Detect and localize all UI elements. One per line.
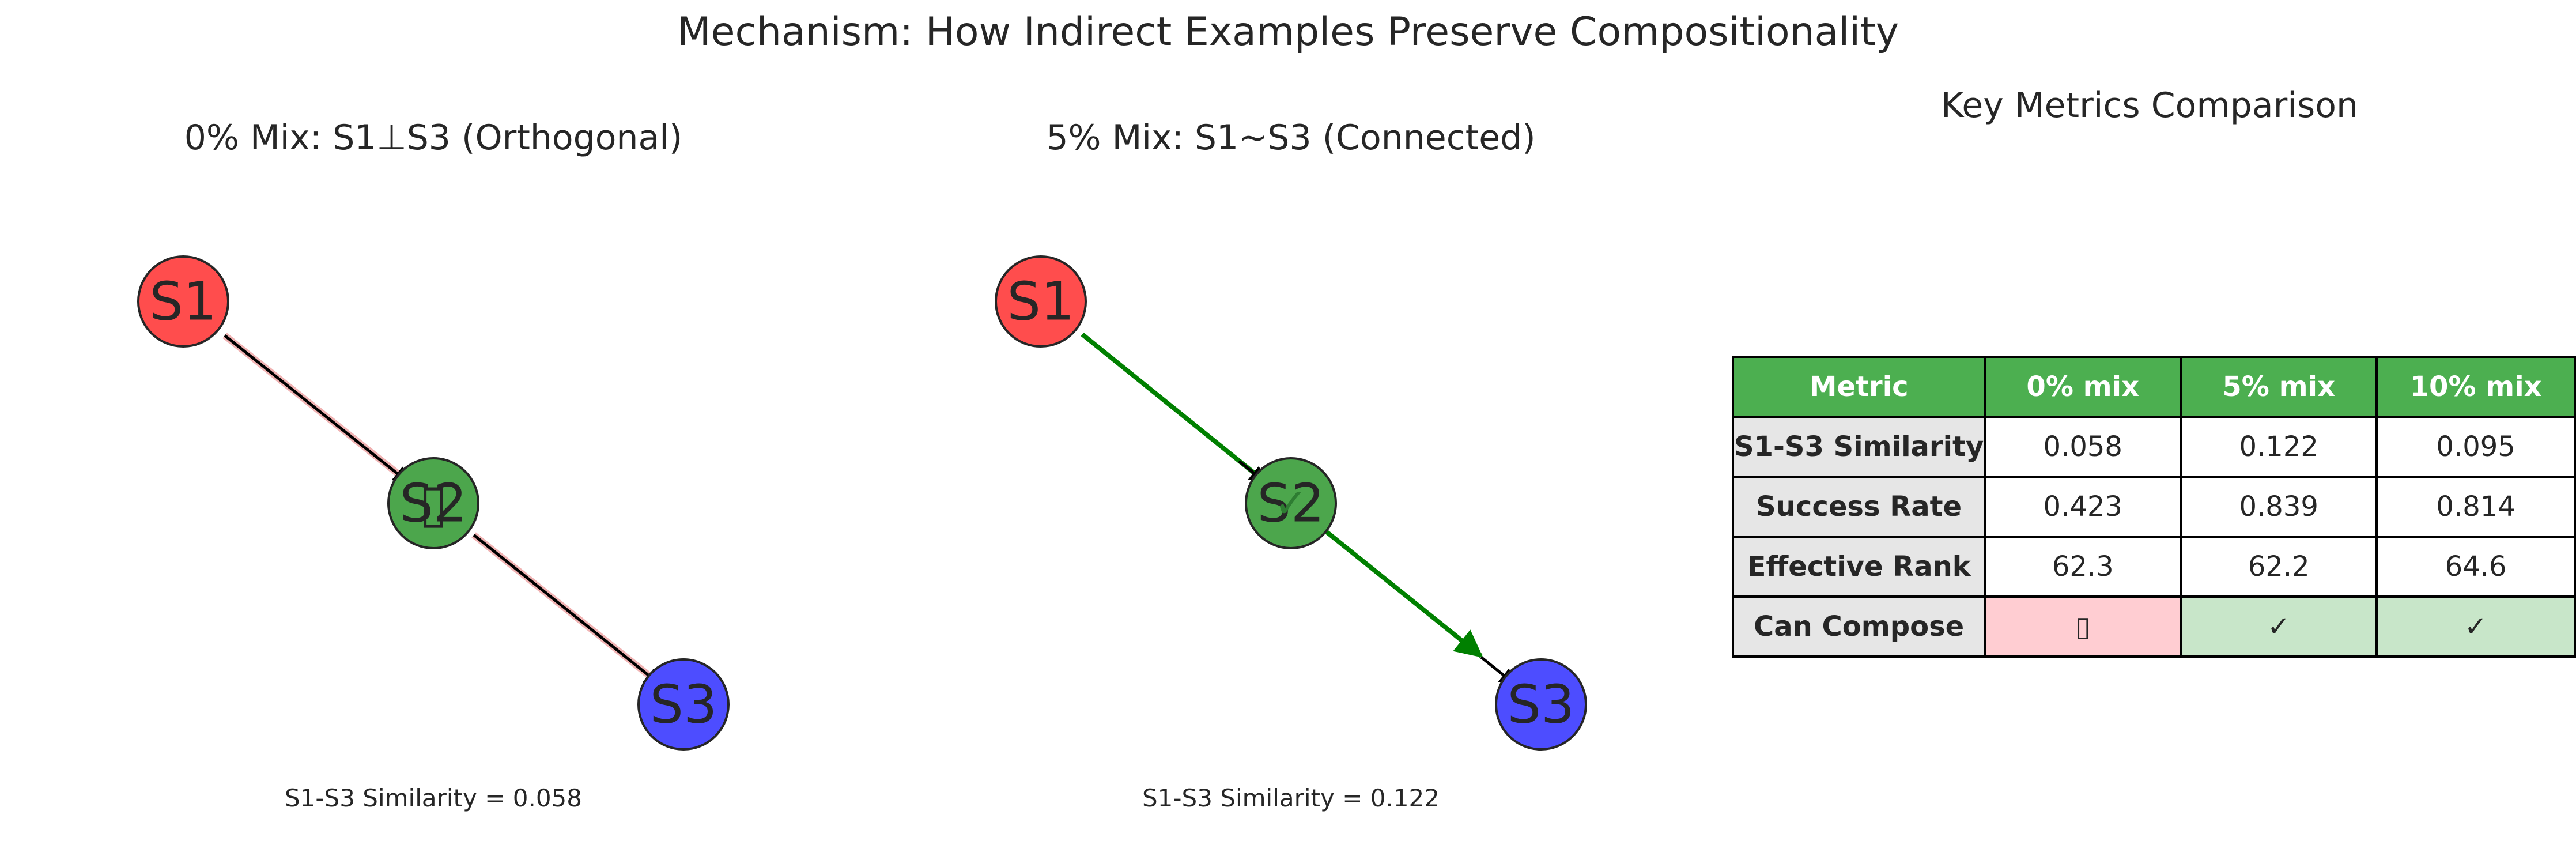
table-row: Effective Rank 62.3 62.2 64.6 bbox=[1731, 536, 2576, 598]
table-row: Success Rate 0.423 0.839 0.814 bbox=[1731, 476, 2576, 538]
cell-compose-5: ✓ bbox=[2180, 595, 2378, 658]
missing-glyph-icon: ▯ bbox=[419, 473, 448, 534]
header-5-mix: 5% mix bbox=[2180, 356, 2378, 418]
table-title: Key Metrics Comparison bbox=[1941, 85, 2358, 126]
cell-success-5: 0.839 bbox=[2180, 476, 2378, 538]
edge-s1-s2 bbox=[224, 334, 411, 484]
row-label-can-compose: Can Compose bbox=[1731, 595, 1986, 658]
similarity-caption-5-mix: S1-S3 Similarity = 0.122 bbox=[1142, 784, 1440, 812]
node-s3 bbox=[637, 658, 730, 751]
cell-compose-10: ✓ bbox=[2375, 595, 2576, 658]
table-row: Can Compose ▯ ✓ ✓ bbox=[1731, 595, 2576, 658]
similarity-caption-0-mix: S1-S3 Similarity = 0.058 bbox=[285, 784, 582, 812]
edge-s1-s2 bbox=[1081, 332, 1268, 485]
header-0-mix: 0% mix bbox=[1984, 356, 2182, 418]
cell-success-10: 0.814 bbox=[2375, 476, 2576, 538]
table-header-row: Metric 0% mix 5% mix 10% mix bbox=[1731, 356, 2576, 418]
row-label-effective-rank: Effective Rank bbox=[1731, 536, 1986, 598]
panel-connected-graph: S1 S2 ✓ S3 bbox=[995, 255, 1587, 751]
cell-similarity-5: 0.122 bbox=[2180, 416, 2378, 478]
node-s2 bbox=[387, 457, 479, 549]
row-label-similarity: S1-S3 Similarity bbox=[1731, 416, 1986, 478]
cell-success-0: 0.423 bbox=[1984, 476, 2182, 538]
cell-similarity-0: 0.058 bbox=[1984, 416, 2182, 478]
header-10-mix: 10% mix bbox=[2375, 356, 2576, 418]
node-s1-label: S1 bbox=[1007, 271, 1075, 333]
cell-rank-5: 62.2 bbox=[2180, 536, 2378, 598]
node-s2-label: S2 bbox=[1257, 473, 1325, 534]
node-s2-label: S2 bbox=[400, 473, 467, 534]
panel-title-0-mix: 0% Mix: S1⊥S3 (Orthogonal) bbox=[184, 118, 683, 158]
node-s3-label: S3 bbox=[1508, 674, 1575, 736]
edge-s2-s3 bbox=[473, 534, 662, 686]
metrics-table: Metric 0% mix 5% mix 10% mix S1-S3 Simil… bbox=[1731, 356, 2576, 658]
cell-compose-0: ▯ bbox=[1984, 595, 2182, 658]
panel-orthogonal-graph: S1 S2 ▯ S3 bbox=[137, 255, 730, 751]
panel-title-5-mix: 5% Mix: S1~S3 (Connected) bbox=[1046, 118, 1536, 158]
node-s1 bbox=[137, 255, 229, 348]
header-metric: Metric bbox=[1731, 356, 1986, 418]
node-s1 bbox=[995, 255, 1087, 348]
node-s3 bbox=[1495, 658, 1587, 751]
cell-rank-10: 64.6 bbox=[2375, 536, 2576, 598]
cell-rank-0: 62.3 bbox=[1984, 536, 2182, 598]
node-s3-label: S3 bbox=[650, 674, 717, 736]
figure-title: Mechanism: How Indirect Examples Preserv… bbox=[677, 9, 1899, 55]
cell-similarity-10: 0.095 bbox=[2375, 416, 2576, 478]
row-label-success-rate: Success Rate bbox=[1731, 476, 1986, 538]
node-s1-label: S1 bbox=[150, 271, 217, 333]
node-s2 bbox=[1245, 457, 1337, 549]
check-icon: ✓ bbox=[1274, 480, 1308, 527]
table-row: S1-S3 Similarity 0.058 0.122 0.095 bbox=[1731, 416, 2576, 478]
